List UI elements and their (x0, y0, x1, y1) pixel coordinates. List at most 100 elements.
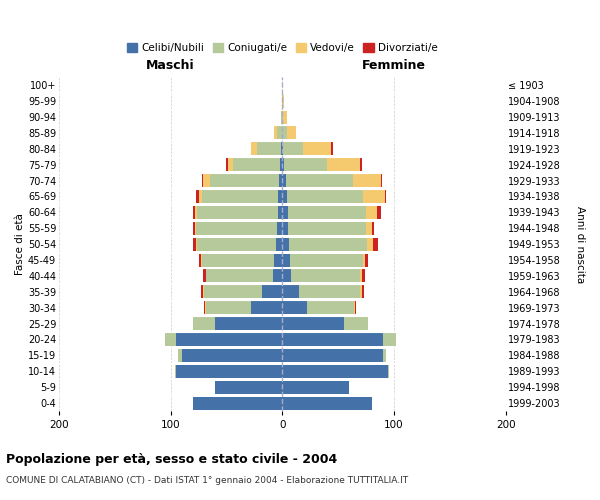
Bar (367, 238, 373, 250)
Bar (274, 126, 277, 140)
Bar (380, 174, 382, 187)
Bar (281, 142, 282, 156)
Bar (278, 206, 282, 219)
Bar (362, 270, 365, 282)
Bar (205, 301, 206, 314)
Bar (377, 206, 380, 219)
Bar (175, 364, 176, 378)
Bar (197, 238, 275, 250)
Bar (287, 190, 362, 203)
Bar (282, 333, 383, 346)
Bar (365, 254, 368, 266)
Bar (331, 142, 332, 156)
Bar (204, 286, 262, 298)
Bar (282, 380, 349, 394)
Bar (385, 190, 386, 203)
Bar (288, 222, 366, 235)
Bar (279, 174, 282, 187)
Bar (353, 174, 380, 187)
Bar (383, 333, 396, 346)
Bar (206, 270, 274, 282)
Bar (277, 222, 282, 235)
Bar (251, 301, 282, 314)
Bar (282, 94, 283, 108)
Bar (291, 270, 361, 282)
Bar (193, 206, 195, 219)
Bar (282, 238, 289, 250)
Text: Maschi: Maschi (146, 60, 195, 72)
Bar (206, 301, 251, 314)
Bar (287, 126, 296, 140)
Legend: Celibi/Nubili, Coniugati/e, Vedovi/e, Divorziati/e: Celibi/Nubili, Coniugati/e, Vedovi/e, Di… (123, 39, 442, 58)
Text: Popolazione per età, sesso e stato civile - 2004: Popolazione per età, sesso e stato civil… (6, 452, 337, 466)
Bar (251, 142, 257, 156)
Bar (226, 158, 227, 171)
Bar (178, 349, 182, 362)
Bar (199, 254, 201, 266)
Bar (215, 317, 282, 330)
Bar (304, 142, 331, 156)
Bar (278, 190, 282, 203)
Bar (282, 110, 283, 124)
Bar (197, 206, 278, 219)
Bar (274, 270, 282, 282)
Bar (299, 286, 361, 298)
Bar (227, 158, 233, 171)
Bar (201, 254, 202, 266)
Bar (362, 254, 365, 266)
Bar (282, 317, 344, 330)
Bar (383, 349, 386, 362)
Bar (165, 333, 176, 346)
Bar (193, 238, 196, 250)
Bar (371, 222, 374, 235)
Bar (344, 317, 368, 330)
Bar (203, 270, 206, 282)
Bar (196, 238, 197, 250)
Bar (282, 174, 286, 187)
Bar (388, 364, 389, 378)
Bar (204, 301, 205, 314)
Bar (195, 206, 197, 219)
Bar (282, 190, 287, 203)
Bar (282, 349, 383, 362)
Bar (282, 286, 299, 298)
Bar (275, 238, 282, 250)
Bar (195, 222, 196, 235)
Bar (282, 222, 288, 235)
Bar (355, 301, 356, 314)
Bar (373, 238, 378, 250)
Bar (283, 94, 284, 108)
Text: COMUNE DI CALATABIANO (CT) - Dati ISTAT 1° gennaio 2004 - Elaborazione TUTTITALI: COMUNE DI CALATABIANO (CT) - Dati ISTAT … (6, 476, 408, 485)
Bar (290, 254, 362, 266)
Bar (196, 190, 199, 203)
Bar (203, 286, 204, 298)
Bar (193, 222, 195, 235)
Bar (366, 222, 371, 235)
Bar (282, 270, 291, 282)
Bar (201, 286, 203, 298)
Y-axis label: Fasce di età: Fasce di età (15, 213, 25, 275)
Bar (354, 301, 355, 314)
Bar (274, 254, 282, 266)
Bar (193, 317, 215, 330)
Bar (282, 126, 287, 140)
Bar (193, 396, 282, 409)
Bar (233, 158, 280, 171)
Bar (202, 174, 203, 187)
Bar (176, 364, 282, 378)
Bar (307, 301, 354, 314)
Bar (282, 254, 290, 266)
Bar (327, 158, 361, 171)
Bar (215, 380, 282, 394)
Bar (288, 206, 366, 219)
Bar (361, 270, 362, 282)
Bar (280, 158, 282, 171)
Bar (257, 142, 281, 156)
Bar (289, 238, 367, 250)
Bar (176, 333, 282, 346)
Bar (361, 158, 362, 171)
Bar (199, 190, 202, 203)
Bar (281, 110, 282, 124)
Text: Femmine: Femmine (362, 60, 426, 72)
Y-axis label: Anni di nascita: Anni di nascita (575, 206, 585, 283)
